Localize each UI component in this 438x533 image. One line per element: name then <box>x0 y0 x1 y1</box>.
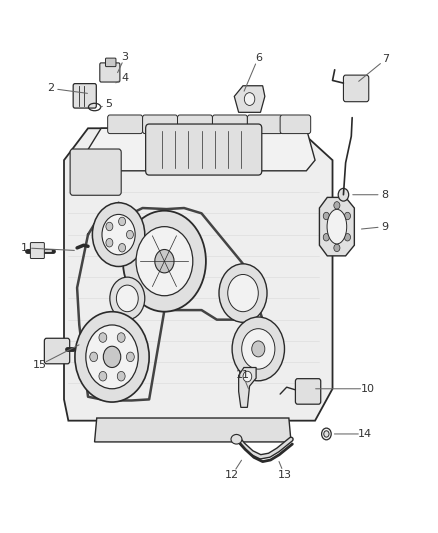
Circle shape <box>99 333 107 342</box>
Text: 2: 2 <box>47 83 54 93</box>
Text: 11: 11 <box>236 370 250 381</box>
FancyBboxPatch shape <box>30 243 44 259</box>
Circle shape <box>90 352 98 362</box>
Circle shape <box>103 346 121 368</box>
FancyBboxPatch shape <box>100 63 120 82</box>
Polygon shape <box>88 128 315 171</box>
Circle shape <box>106 222 113 231</box>
Circle shape <box>119 217 126 225</box>
Circle shape <box>110 277 145 320</box>
FancyBboxPatch shape <box>212 115 247 134</box>
Circle shape <box>228 274 258 312</box>
FancyBboxPatch shape <box>70 149 121 195</box>
Circle shape <box>338 188 349 201</box>
Text: 7: 7 <box>382 54 389 64</box>
FancyBboxPatch shape <box>343 75 369 102</box>
Circle shape <box>334 201 340 209</box>
Circle shape <box>127 230 134 239</box>
Text: 3: 3 <box>122 52 129 61</box>
Text: 14: 14 <box>358 429 372 439</box>
Circle shape <box>92 203 145 266</box>
Circle shape <box>242 329 275 369</box>
Text: 5: 5 <box>106 99 113 109</box>
FancyBboxPatch shape <box>280 115 311 134</box>
Text: 6: 6 <box>255 53 262 62</box>
Circle shape <box>106 238 113 247</box>
Circle shape <box>252 341 265 357</box>
Circle shape <box>344 212 350 220</box>
Polygon shape <box>64 128 332 421</box>
Circle shape <box>117 285 138 312</box>
Circle shape <box>232 317 285 381</box>
Polygon shape <box>234 86 265 112</box>
FancyBboxPatch shape <box>73 84 96 108</box>
Text: 12: 12 <box>225 470 239 480</box>
FancyBboxPatch shape <box>44 338 70 364</box>
Circle shape <box>102 214 135 255</box>
Text: 10: 10 <box>360 384 374 394</box>
Circle shape <box>334 244 340 252</box>
FancyBboxPatch shape <box>295 378 321 404</box>
Ellipse shape <box>327 209 347 244</box>
Circle shape <box>127 352 134 362</box>
Circle shape <box>86 325 138 389</box>
Text: 13: 13 <box>278 470 292 480</box>
Circle shape <box>155 249 174 273</box>
Text: 1: 1 <box>21 243 28 253</box>
FancyBboxPatch shape <box>108 115 143 134</box>
Ellipse shape <box>231 434 242 444</box>
Circle shape <box>136 227 193 296</box>
Circle shape <box>344 233 350 241</box>
Polygon shape <box>319 197 354 256</box>
Circle shape <box>323 212 329 220</box>
Circle shape <box>75 312 149 402</box>
FancyBboxPatch shape <box>106 58 116 67</box>
Text: 4: 4 <box>122 73 129 83</box>
Polygon shape <box>239 368 256 407</box>
Circle shape <box>123 211 206 312</box>
Polygon shape <box>95 418 291 442</box>
Text: 15: 15 <box>33 360 47 370</box>
Circle shape <box>323 233 329 241</box>
Circle shape <box>219 264 267 322</box>
FancyBboxPatch shape <box>177 115 212 134</box>
Ellipse shape <box>321 428 331 440</box>
FancyBboxPatch shape <box>143 115 177 134</box>
Circle shape <box>244 93 255 106</box>
Circle shape <box>243 371 252 382</box>
FancyBboxPatch shape <box>146 124 262 175</box>
Circle shape <box>117 372 125 381</box>
Circle shape <box>99 372 107 381</box>
Ellipse shape <box>324 431 329 437</box>
Text: 8: 8 <box>381 190 389 200</box>
Circle shape <box>119 244 126 252</box>
Circle shape <box>117 333 125 342</box>
FancyBboxPatch shape <box>247 115 283 134</box>
Text: 9: 9 <box>381 222 389 232</box>
